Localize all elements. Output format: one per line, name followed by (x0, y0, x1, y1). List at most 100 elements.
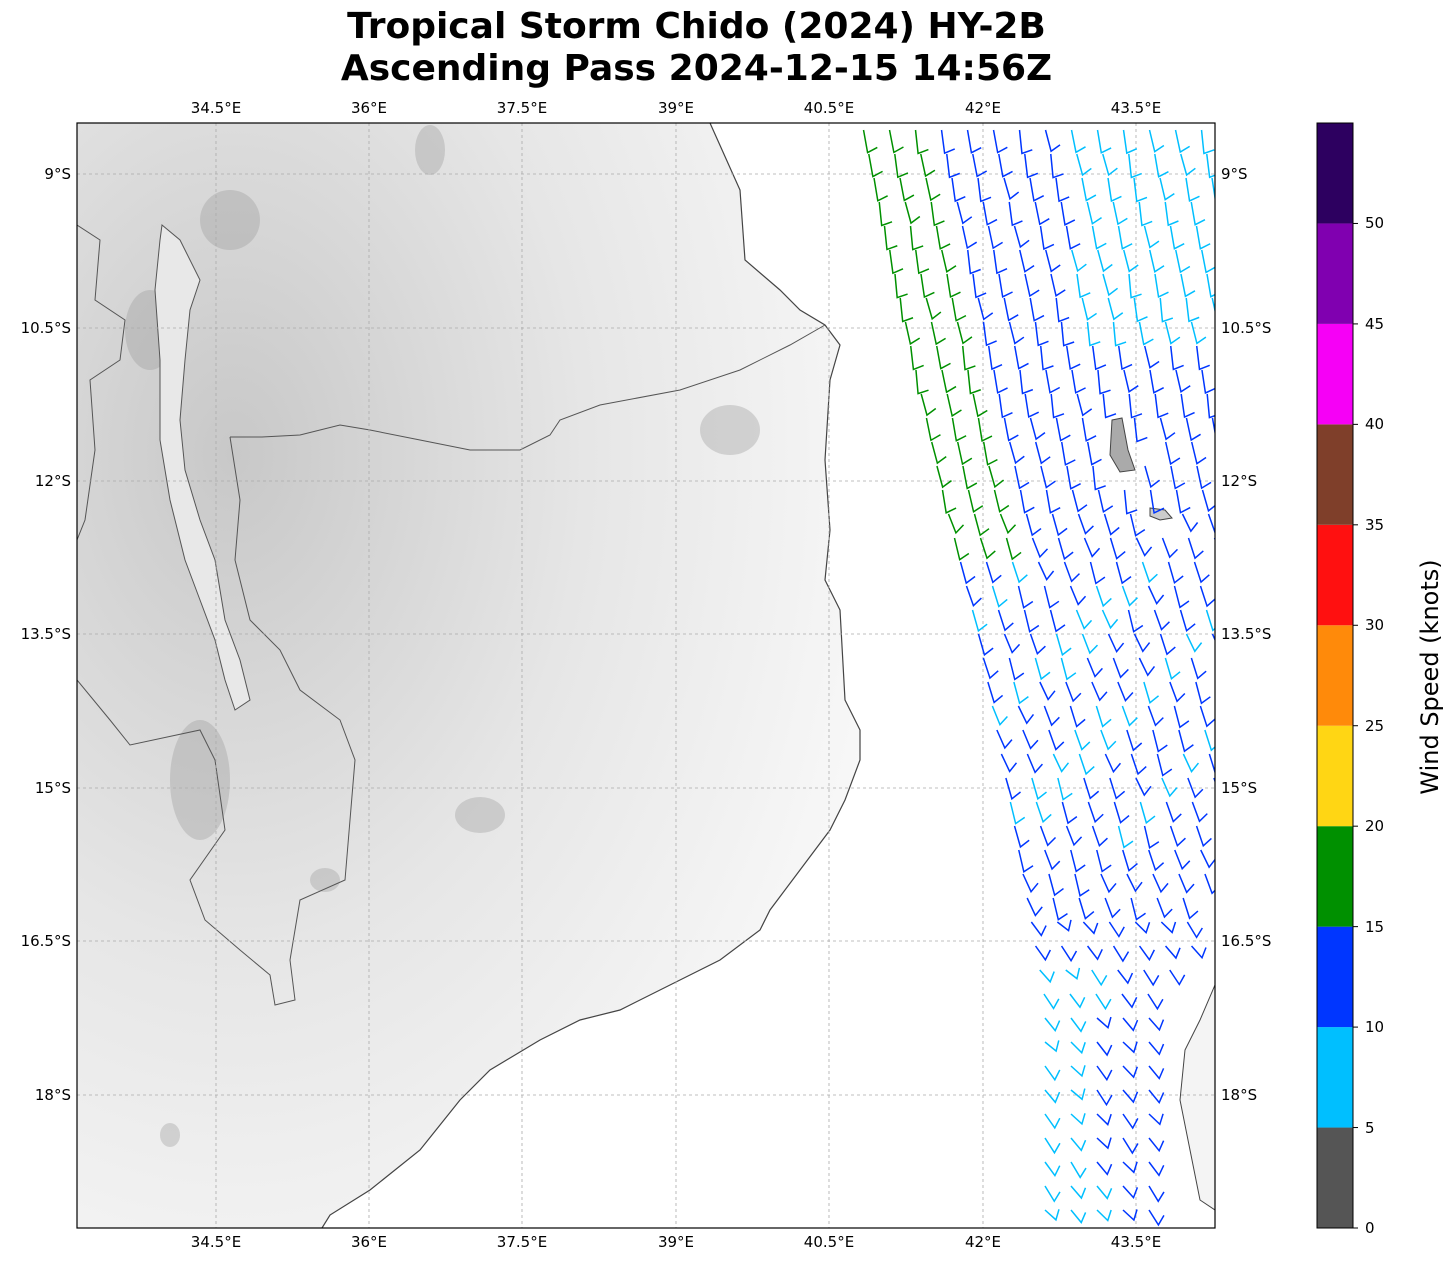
wind-barb (1103, 513, 1120, 536)
wind-barb (1128, 273, 1142, 299)
colorbar-bin (1317, 625, 1353, 726)
wind-barb (1133, 297, 1148, 323)
wind-barb (1206, 393, 1215, 419)
wind-barb (1107, 177, 1122, 203)
wind-barb (1096, 1137, 1112, 1150)
wind-barb (998, 393, 1013, 419)
wind-barb (1122, 129, 1138, 155)
title-line-2: Ascending Pass 2024-12-15 14:56Z (340, 48, 1053, 89)
country-borders (230, 324, 826, 451)
colorbar-frame (1316, 122, 1354, 1229)
wind-barb (1003, 177, 1020, 201)
wind-barb (947, 513, 965, 535)
wind-barb (1039, 225, 1055, 251)
wind-barb (1100, 729, 1117, 751)
wind-barb (998, 153, 1013, 178)
wind-barb (977, 633, 994, 657)
colorbar-bin (1317, 223, 1353, 324)
wind-barb (1013, 681, 1029, 705)
wind-barb (1211, 177, 1215, 203)
wind-barb (1115, 561, 1132, 585)
wind-barb (1008, 201, 1023, 227)
wind-barb (1206, 273, 1215, 298)
lat-tick-label-left: 18°S (34, 1086, 71, 1104)
wind-barb (1091, 345, 1107, 371)
wind-barb (1187, 537, 1204, 560)
colorbar-tick-label: 50 (1365, 214, 1385, 233)
colorbar-tick-label: 35 (1365, 515, 1385, 534)
wind-barb (925, 297, 942, 321)
wind-barb (1069, 705, 1086, 728)
wind-barb (941, 249, 957, 273)
wind-barb (1143, 681, 1160, 704)
wind-barb (1074, 729, 1091, 751)
wind-barb (1026, 753, 1043, 774)
wind-barb (967, 249, 981, 275)
wind-barb (1022, 729, 1039, 750)
colorbar-bin (1317, 926, 1353, 1028)
wind-barb (982, 201, 998, 226)
wind-barb (996, 729, 1013, 750)
wind-barb (1122, 1209, 1138, 1222)
wind-barb (946, 273, 961, 299)
wind-barb (1185, 297, 1200, 323)
colorbar-tick-label: 25 (1365, 716, 1385, 735)
wind-barb (1044, 1161, 1061, 1177)
lon-tick-label-top: 42°E (964, 99, 1002, 117)
wind-barb (1005, 537, 1022, 561)
wind-barb (1164, 321, 1181, 345)
wind-barb (1206, 153, 1215, 179)
wind-barb (1070, 1041, 1086, 1055)
wind-barb (1029, 297, 1045, 322)
wind-barb (1169, 345, 1184, 371)
colorbar (1316, 122, 1358, 1229)
wind-barb (1138, 321, 1154, 346)
wind-barb (993, 489, 1010, 513)
wind-barb (1199, 585, 1215, 608)
madagascar-coast (1179, 984, 1215, 1211)
wind-barb (873, 177, 888, 202)
wind-barb (1008, 441, 1025, 465)
wind-barb (967, 489, 984, 513)
wind-barb (1180, 393, 1195, 419)
wind-barb (1160, 921, 1177, 934)
wind-barb (1097, 489, 1114, 514)
wind-barb (1013, 345, 1029, 370)
wind-barb (977, 297, 994, 321)
wind-barb (1076, 273, 1091, 299)
wind-barb (1190, 441, 1207, 465)
wind-barb (991, 585, 1008, 608)
wind-barb (1147, 993, 1164, 1011)
wind-barb (965, 585, 982, 607)
wind-barb (1091, 681, 1108, 702)
wind-barb (956, 321, 973, 345)
wind-barb (1083, 777, 1100, 800)
lon-tick-label-bottom: 37.5°E (496, 1233, 548, 1251)
wind-barb (1044, 849, 1061, 871)
wind-barb (1143, 969, 1160, 987)
wind-barb (1133, 417, 1148, 443)
wind-barb (1159, 177, 1175, 201)
wind-barb (1154, 393, 1169, 419)
wind-barb (1143, 825, 1160, 849)
wind-barb (915, 369, 929, 395)
wind-barb (1159, 417, 1176, 441)
wind-barb (1031, 537, 1049, 559)
wind-barb (920, 273, 935, 299)
wind-barb (1149, 249, 1165, 273)
wind-barb (1050, 393, 1065, 419)
wind-barb (1044, 1209, 1060, 1222)
wind-barb (1061, 801, 1078, 825)
wind-barb (1121, 705, 1138, 727)
wind-barb (1164, 945, 1181, 960)
wind-barb (1213, 537, 1215, 541)
wind-barb (993, 369, 1008, 394)
wind-barb (971, 609, 988, 633)
wind-barb (1174, 129, 1191, 154)
colorbar-bin (1317, 826, 1353, 927)
wind-barb (1043, 585, 1060, 609)
colorbar-bin (1317, 725, 1353, 827)
wind-barb (1147, 585, 1165, 605)
wind-barb (1152, 873, 1169, 894)
